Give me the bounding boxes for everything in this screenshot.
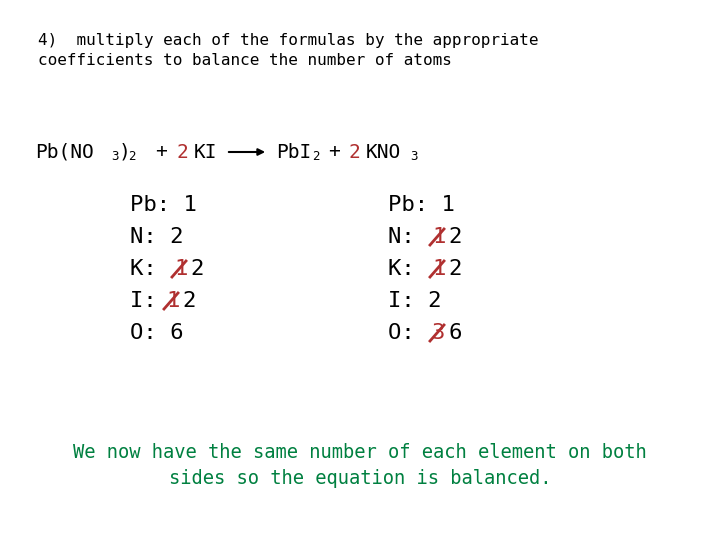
Text: 2: 2	[448, 227, 462, 247]
Text: 1: 1	[166, 291, 179, 311]
Text: 3: 3	[111, 151, 119, 164]
Text: 2: 2	[448, 259, 462, 279]
Text: N: 2: N: 2	[130, 227, 184, 247]
Text: ): )	[119, 143, 131, 161]
Text: 2: 2	[348, 143, 360, 161]
Text: 3: 3	[432, 323, 446, 343]
Text: 2: 2	[128, 151, 135, 164]
Text: I: 2: I: 2	[388, 291, 441, 311]
Text: K:: K:	[130, 259, 170, 279]
Text: Pb(NO: Pb(NO	[35, 143, 94, 161]
Text: K:: K:	[388, 259, 428, 279]
Text: 2: 2	[190, 259, 203, 279]
Text: KI: KI	[194, 143, 217, 161]
Text: I:: I:	[130, 291, 170, 311]
Text: O:: O:	[388, 323, 428, 343]
Text: O: 6: O: 6	[130, 323, 184, 343]
Text: N:: N:	[388, 227, 428, 247]
Text: 2: 2	[176, 143, 188, 161]
Text: PbI: PbI	[276, 143, 311, 161]
Text: We now have the same number of each element on both: We now have the same number of each elem…	[73, 442, 647, 462]
Text: +: +	[155, 143, 167, 161]
Text: 3: 3	[410, 151, 418, 164]
Text: 1: 1	[174, 259, 187, 279]
Text: +: +	[328, 143, 340, 161]
Text: Pb: 1: Pb: 1	[130, 195, 197, 215]
Text: KNO: KNO	[366, 143, 401, 161]
Text: sides so the equation is balanced.: sides so the equation is balanced.	[168, 469, 552, 488]
Text: 2: 2	[182, 291, 195, 311]
Text: 4)  multiply each of the formulas by the appropriate: 4) multiply each of the formulas by the …	[38, 33, 539, 48]
Text: coefficients to balance the number of atoms: coefficients to balance the number of at…	[38, 53, 452, 68]
Text: 1: 1	[432, 227, 446, 247]
Text: 6: 6	[448, 323, 462, 343]
Text: 2: 2	[312, 151, 320, 164]
Text: 1: 1	[432, 259, 446, 279]
Text: Pb: 1: Pb: 1	[388, 195, 455, 215]
